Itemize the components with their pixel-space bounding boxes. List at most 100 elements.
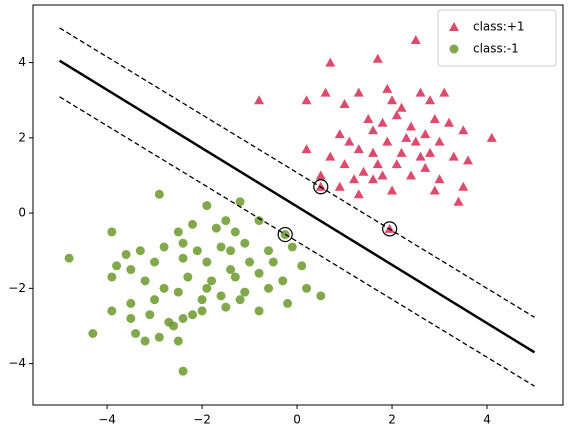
point xyxy=(169,321,179,331)
point xyxy=(372,53,383,63)
x-tick-label: 4 xyxy=(483,413,491,427)
point xyxy=(301,95,312,105)
point xyxy=(226,265,236,275)
point xyxy=(429,185,440,195)
point xyxy=(150,257,160,267)
point xyxy=(316,291,326,301)
point xyxy=(135,246,145,256)
point xyxy=(396,147,407,157)
point xyxy=(254,95,265,105)
point xyxy=(429,114,440,124)
point xyxy=(334,129,345,139)
point xyxy=(315,170,326,180)
point xyxy=(325,57,336,67)
point xyxy=(150,295,160,305)
point xyxy=(197,295,207,305)
point xyxy=(353,144,364,154)
point xyxy=(486,132,497,142)
point xyxy=(283,298,293,308)
point xyxy=(107,227,117,237)
point xyxy=(439,87,450,97)
point xyxy=(315,181,326,191)
point xyxy=(420,129,431,139)
legend: class:+1 class:-1 xyxy=(437,9,557,67)
point xyxy=(377,170,388,180)
point xyxy=(178,253,188,263)
point xyxy=(216,242,226,252)
point xyxy=(415,151,426,161)
legend-box xyxy=(437,9,557,67)
point xyxy=(88,329,98,339)
point xyxy=(126,265,136,275)
point xyxy=(434,174,445,184)
point xyxy=(240,287,250,297)
point xyxy=(202,257,212,267)
point xyxy=(202,201,212,211)
point xyxy=(254,268,264,278)
point xyxy=(145,310,155,320)
x-tick-label: 2 xyxy=(388,413,396,427)
point xyxy=(140,276,150,286)
x-tick-label: −2 xyxy=(193,413,211,427)
legend-label: class:+1 xyxy=(473,20,525,34)
point xyxy=(301,144,312,154)
point xyxy=(264,246,274,256)
point xyxy=(254,306,264,316)
point xyxy=(226,246,236,256)
point xyxy=(107,272,117,282)
point xyxy=(387,185,398,195)
point xyxy=(197,306,207,316)
support-vector xyxy=(382,221,398,237)
point xyxy=(207,276,217,286)
point xyxy=(254,216,264,226)
y-tick-label: 0 xyxy=(18,206,26,220)
point xyxy=(458,181,469,191)
point xyxy=(339,159,350,169)
point xyxy=(112,261,122,271)
legend-marker xyxy=(449,22,459,31)
point xyxy=(264,283,274,293)
legend-label: class:-1 xyxy=(473,42,519,56)
point xyxy=(173,227,183,237)
point xyxy=(382,136,393,146)
point xyxy=(420,162,431,172)
y-tick-label: −2 xyxy=(8,281,26,295)
point xyxy=(287,242,297,252)
point xyxy=(107,306,117,316)
x-tick-label: −4 xyxy=(98,413,116,427)
point xyxy=(230,227,240,237)
point xyxy=(339,98,350,108)
y-tick-label: 2 xyxy=(18,130,26,144)
point xyxy=(202,283,212,293)
point xyxy=(178,313,188,323)
boundary-line xyxy=(59,27,535,318)
point xyxy=(297,261,307,271)
point xyxy=(353,87,364,97)
point xyxy=(192,246,202,256)
point xyxy=(325,151,336,161)
legend-marker xyxy=(449,44,459,54)
point xyxy=(453,196,464,206)
point xyxy=(240,238,250,248)
support-vector xyxy=(277,226,293,243)
point xyxy=(154,189,164,199)
point xyxy=(458,125,469,135)
point xyxy=(140,336,150,346)
point xyxy=(344,136,355,146)
point xyxy=(396,102,407,112)
point xyxy=(159,242,169,252)
point xyxy=(131,329,141,339)
point xyxy=(368,147,379,157)
point xyxy=(372,159,383,169)
boundary-line xyxy=(59,96,535,387)
point xyxy=(406,121,417,131)
point xyxy=(268,257,278,267)
point xyxy=(178,366,188,376)
point xyxy=(121,249,131,259)
point xyxy=(183,272,193,282)
point xyxy=(368,174,379,184)
y-tick-label: −4 xyxy=(8,356,26,370)
point xyxy=(448,151,459,161)
point xyxy=(173,287,183,297)
